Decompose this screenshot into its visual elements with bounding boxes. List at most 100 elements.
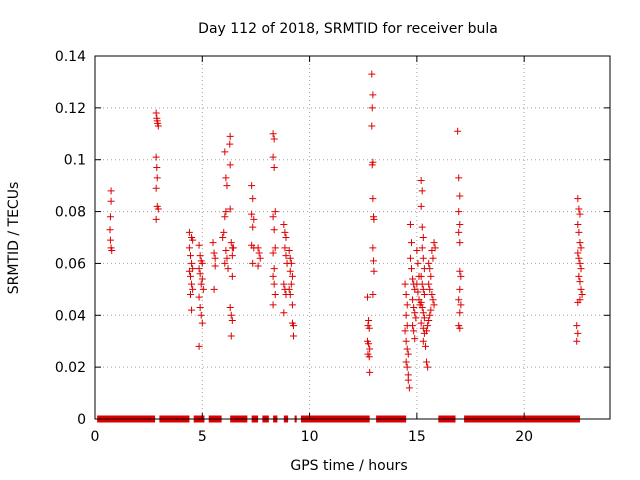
data-point (152, 153, 160, 161)
data-point (430, 239, 438, 247)
data-point (454, 127, 462, 135)
data-point (226, 161, 234, 169)
data-point (401, 327, 409, 335)
data-point (269, 249, 277, 257)
data-point (420, 291, 428, 299)
data-point (280, 221, 288, 229)
x-tick-label: 20 (515, 429, 533, 445)
data-point (197, 280, 205, 288)
data-point (428, 291, 436, 299)
data-point (195, 293, 203, 301)
data-point (575, 254, 583, 262)
data-point (456, 309, 464, 317)
data-point (366, 368, 374, 376)
data-point (271, 291, 279, 299)
data-point (289, 332, 297, 340)
data-point (227, 311, 235, 319)
data-point (574, 195, 582, 203)
data-point (369, 91, 377, 99)
data-point (195, 342, 203, 350)
data-point (403, 301, 411, 309)
data-point (185, 244, 193, 252)
data-point (370, 215, 378, 223)
x-axis-label: GPS time / hours (290, 458, 407, 474)
data-point (226, 140, 234, 148)
data-point (226, 205, 234, 213)
data-point (455, 228, 463, 236)
data-point (574, 329, 582, 337)
data-point (219, 234, 227, 241)
data-point (106, 226, 114, 234)
data-point (229, 244, 237, 252)
data-point (269, 130, 277, 138)
data-point (419, 285, 427, 293)
data-point (254, 262, 262, 270)
data-point (220, 228, 228, 236)
data-point (369, 291, 377, 299)
data-point (424, 363, 432, 371)
data-point (364, 293, 372, 301)
data-point (227, 239, 235, 247)
data-point (456, 192, 464, 200)
x-tick-label: 15 (408, 429, 426, 445)
data-point (250, 215, 258, 223)
data-point (248, 210, 256, 218)
data-point (365, 324, 373, 332)
y-tick-label: 0.08 (55, 205, 86, 221)
data-point (575, 228, 583, 236)
data-point (403, 363, 411, 371)
data-point (431, 244, 439, 252)
data-point (408, 239, 416, 247)
data-point (577, 265, 585, 273)
data-point (573, 322, 581, 330)
data-point (577, 244, 585, 252)
data-point (574, 249, 582, 257)
data-point (269, 153, 277, 161)
data-point (196, 270, 204, 278)
data-point (226, 304, 234, 312)
data-point (426, 285, 434, 293)
y-tick-label: 0.06 (55, 256, 86, 272)
data-point (152, 215, 160, 223)
data-point (426, 265, 434, 273)
data-point (369, 244, 377, 252)
data-point (221, 259, 229, 267)
data-point (222, 208, 230, 216)
data-point (456, 324, 464, 332)
data-point (368, 104, 376, 112)
data-point (575, 205, 583, 213)
data-point (281, 228, 289, 236)
data-point (456, 239, 464, 247)
data-point (404, 376, 412, 384)
data-point (426, 311, 434, 319)
x-tick-label: 0 (91, 429, 100, 445)
data-point (411, 309, 419, 317)
data-point (368, 70, 376, 78)
data-point (410, 327, 418, 335)
data-point (578, 291, 586, 299)
data-point (107, 197, 115, 205)
plot-frame (94, 55, 611, 420)
data-point (210, 249, 218, 257)
data-point (365, 340, 373, 348)
data-point (402, 311, 410, 319)
data-point (418, 280, 426, 288)
data-point (417, 272, 425, 280)
data-point (287, 280, 295, 288)
data-point (228, 252, 236, 260)
data-point (270, 280, 278, 288)
data-point (289, 322, 297, 330)
data-point (186, 252, 194, 260)
data-point (406, 254, 414, 262)
data-point (270, 135, 278, 143)
data-point (423, 327, 431, 335)
data-point (286, 254, 294, 262)
y-tick-label: 0.02 (55, 360, 86, 376)
data-point (425, 259, 433, 267)
data-point (106, 213, 114, 221)
data-point (270, 163, 278, 171)
data-point (288, 272, 296, 280)
data-point (285, 285, 293, 293)
